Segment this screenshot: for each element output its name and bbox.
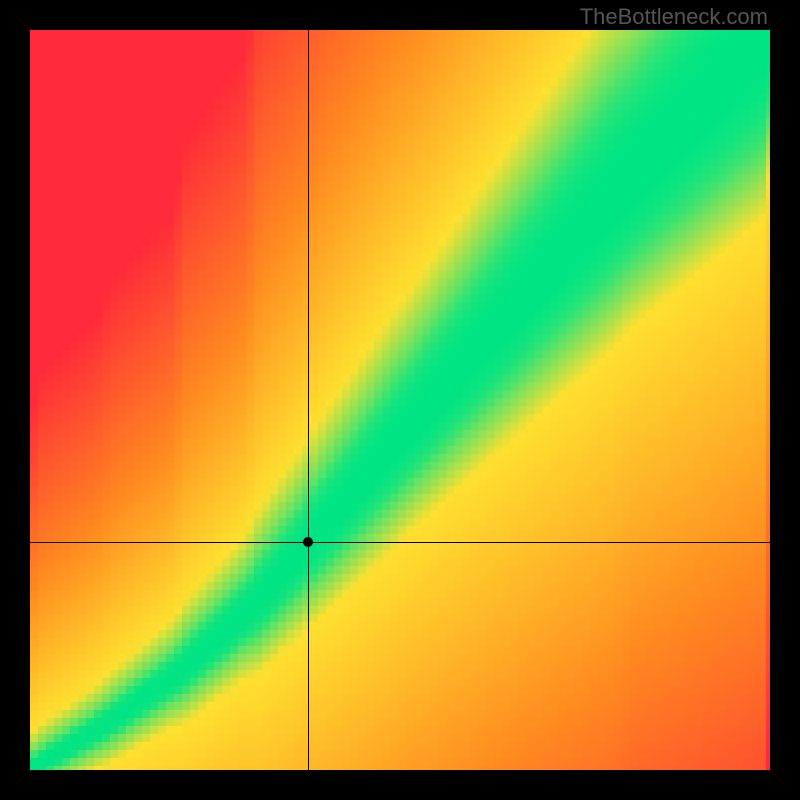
heatmap-canvas [30, 30, 770, 770]
crosshair-horizontal [30, 542, 770, 543]
crosshair-vertical [308, 30, 309, 770]
crosshair-marker [303, 537, 313, 547]
watermark-text: TheBottleneck.com [580, 4, 768, 30]
plot-area [30, 30, 770, 770]
chart-container: TheBottleneck.com [0, 0, 800, 800]
